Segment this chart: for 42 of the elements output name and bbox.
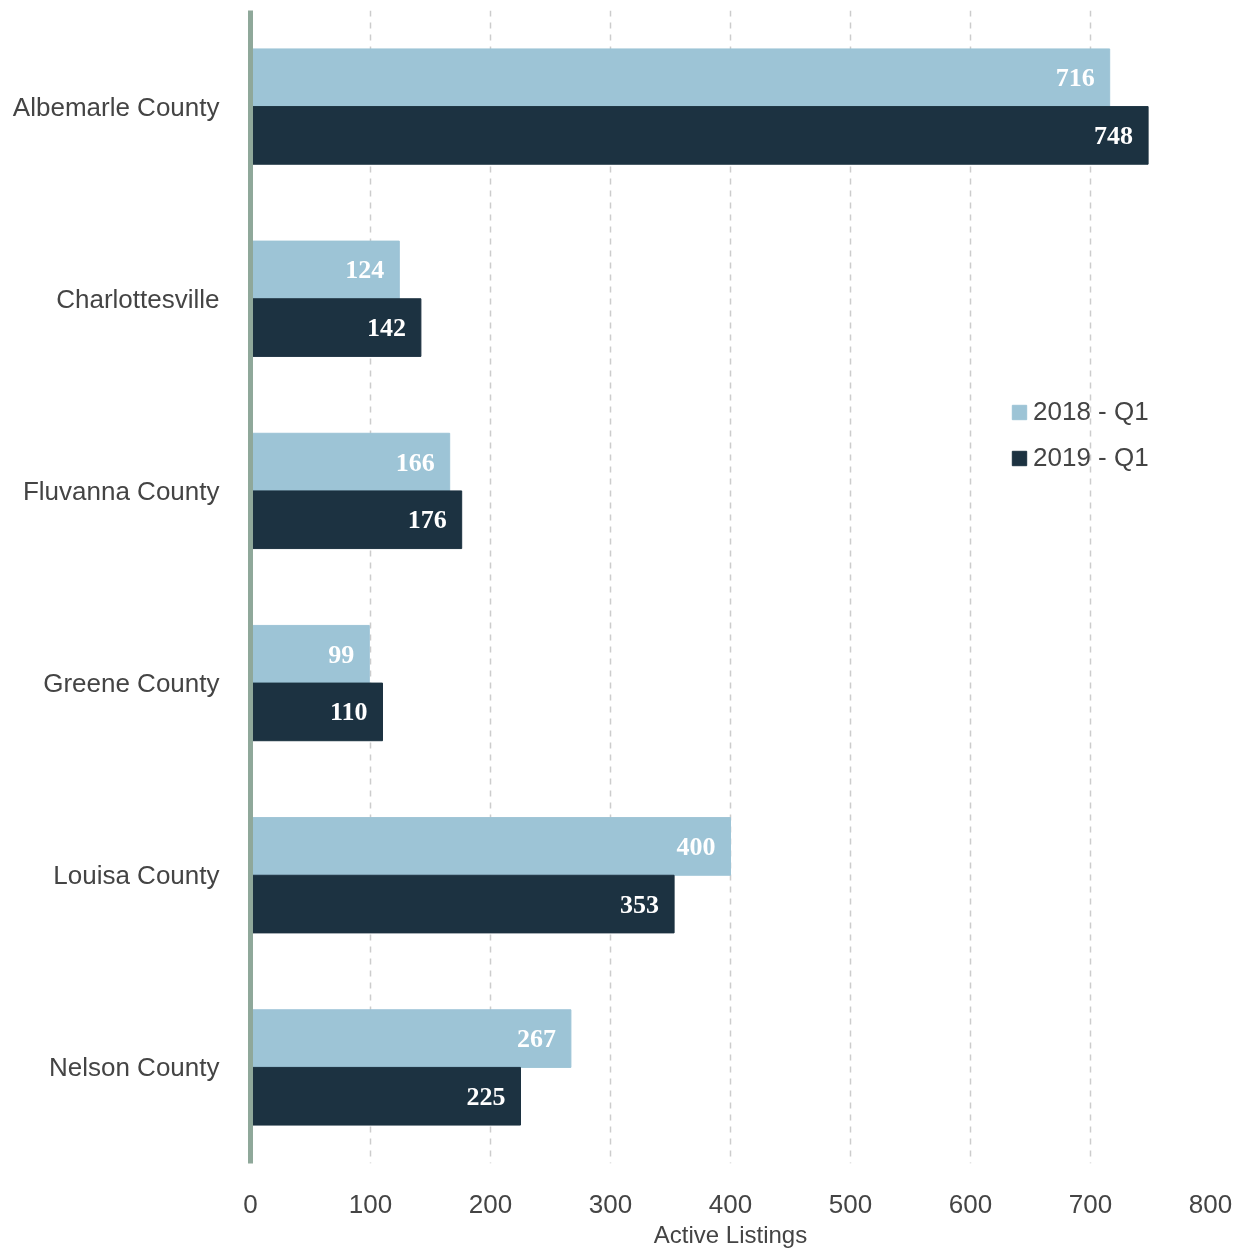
legend-label: 2018 - Q1: [1033, 396, 1149, 427]
data-label: 124: [345, 255, 385, 285]
data-label: 400: [676, 831, 716, 861]
x-tick-label: 800: [1188, 1188, 1233, 1219]
x-tick-label: 0: [243, 1188, 258, 1219]
x-tick-label: 300: [588, 1188, 633, 1219]
y-tick-label: Charlottesville: [56, 283, 220, 314]
x-tick-label: 600: [948, 1188, 993, 1219]
bar: [250, 874, 675, 934]
x-axis-title: Active Listings: [653, 1220, 808, 1248]
data-label: 225: [466, 1081, 506, 1111]
bar: [250, 817, 731, 876]
bar: [250, 298, 422, 357]
data-label: 99: [328, 639, 355, 669]
data-label: 176: [407, 505, 447, 535]
bar: [250, 1066, 521, 1126]
bar: [250, 490, 463, 550]
legend-label: 2019 - Q1: [1033, 442, 1149, 473]
data-label: 748: [1094, 120, 1134, 150]
bar: [250, 48, 1111, 108]
y-tick-label: Albemarle County: [12, 91, 220, 122]
bar: [250, 1009, 572, 1068]
bar: [250, 624, 370, 684]
data-label: 166: [395, 447, 435, 477]
data-label: 142: [366, 313, 406, 343]
data-label: 110: [329, 697, 368, 727]
x-tick-label: 400: [708, 1188, 753, 1219]
data-label: 716: [1055, 63, 1095, 93]
bar: [250, 682, 383, 742]
y-tick-label: Fluvanna County: [22, 475, 220, 506]
x-tick-label: 100: [348, 1188, 393, 1219]
x-tick-label: 200: [468, 1188, 513, 1219]
x-tick-label: 700: [1068, 1188, 1113, 1219]
bar: [250, 106, 1149, 165]
y-tick-label: Nelson County: [48, 1052, 220, 1083]
bar: [250, 432, 451, 492]
data-label: 353: [620, 889, 660, 919]
y-tick-label: Louisa County: [53, 860, 220, 891]
y-tick-label: Greene County: [43, 668, 220, 699]
data-label: 267: [516, 1024, 556, 1054]
bar: [250, 240, 400, 300]
x-tick-label: 500: [828, 1188, 873, 1219]
